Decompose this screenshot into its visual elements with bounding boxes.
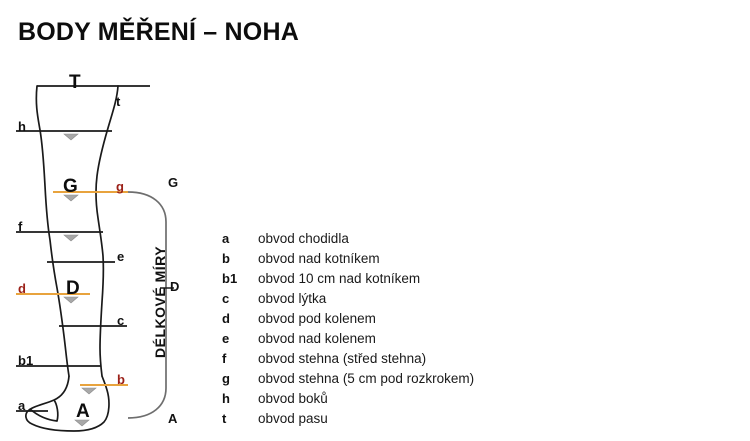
legend-description: obvod pasu — [258, 411, 328, 426]
measure-label-h: h — [18, 119, 26, 134]
legend-item: a obvod chodidla — [222, 231, 642, 251]
page-title: BODY MĚŘENÍ – NOHA — [18, 18, 299, 46]
measure-label-d: d — [18, 281, 26, 296]
bracket-label-g: G — [168, 175, 179, 190]
size-label-t: T — [69, 72, 81, 93]
legend-item: c obvod lýtka — [222, 291, 642, 311]
measure-label-g: g — [116, 179, 124, 194]
bracket-label-a: A — [168, 411, 178, 426]
marker-triangle-h — [63, 133, 79, 141]
legend-item: b1 obvod 10 cm nad kotníkem — [222, 271, 642, 291]
legend-description: obvod boků — [258, 391, 328, 406]
measure-label-b1: b1 — [18, 353, 34, 368]
size-label-g: G — [63, 176, 78, 197]
legend-item: d obvod pod kolenem — [222, 311, 642, 331]
measurement-legend: a obvod chodidla b obvod nad kotníkem b1… — [222, 231, 642, 431]
measure-label-b: b — [117, 372, 125, 387]
legend-item: g obvod stehna (5 cm pod rozkrokem) — [222, 371, 642, 391]
size-label-a: A — [76, 401, 90, 422]
marker-triangle-b — [81, 387, 97, 395]
legend-item: e obvod nad kolenem — [222, 331, 642, 351]
measure-label-t: t — [116, 94, 121, 109]
legend-key: b1 — [222, 271, 238, 286]
legend-description: obvod chodidla — [258, 231, 349, 246]
size-label-d: D — [66, 278, 80, 299]
foot-outline — [25, 375, 110, 432]
legend-item: h obvod boků — [222, 391, 642, 411]
marker-triangle-d — [63, 296, 79, 304]
legend-key: f — [222, 351, 227, 366]
legend-description: obvod nad kolenem — [258, 331, 376, 346]
length-measure-bracket — [127, 191, 167, 419]
length-measure-bracket-label: DÉLKOVÉ MÍRY — [152, 245, 168, 358]
legend-item: t obvod pasu — [222, 411, 642, 431]
legend-item: b obvod nad kotníkem — [222, 251, 642, 271]
legend-description: obvod stehna (střed stehna) — [258, 351, 427, 366]
legend-key: c — [222, 291, 230, 306]
measure-label-f: f — [18, 219, 23, 234]
legend-description: obvod lýtka — [258, 291, 327, 306]
legend-key: b — [222, 251, 230, 266]
measure-label-e: e — [117, 249, 125, 264]
legend-item: f obvod stehna (střed stehna) — [222, 351, 642, 371]
leg-outline-front — [35, 85, 70, 377]
marker-triangle-a — [74, 419, 90, 427]
bracket-label-d: D — [170, 279, 180, 294]
legend-description: obvod stehna (5 cm pod rozkrokem) — [258, 371, 475, 386]
legend-description: obvod pod kolenem — [258, 311, 376, 326]
legend-description: obvod 10 cm nad kotníkem — [258, 271, 421, 286]
legend-key: d — [222, 311, 230, 326]
measure-label-a: a — [18, 398, 26, 413]
legend-key: g — [222, 371, 230, 386]
measure-label-c: c — [117, 313, 125, 328]
marker-triangle-g — [63, 194, 79, 202]
legend-key: t — [222, 411, 227, 426]
legend-key: h — [222, 391, 230, 406]
legend-key: e — [222, 331, 230, 346]
legend-description: obvod nad kotníkem — [258, 251, 380, 266]
marker-triangle-f — [63, 234, 79, 242]
legend-key: a — [222, 231, 230, 246]
leg-outline-back — [95, 85, 119, 377]
toe-line — [29, 399, 59, 422]
